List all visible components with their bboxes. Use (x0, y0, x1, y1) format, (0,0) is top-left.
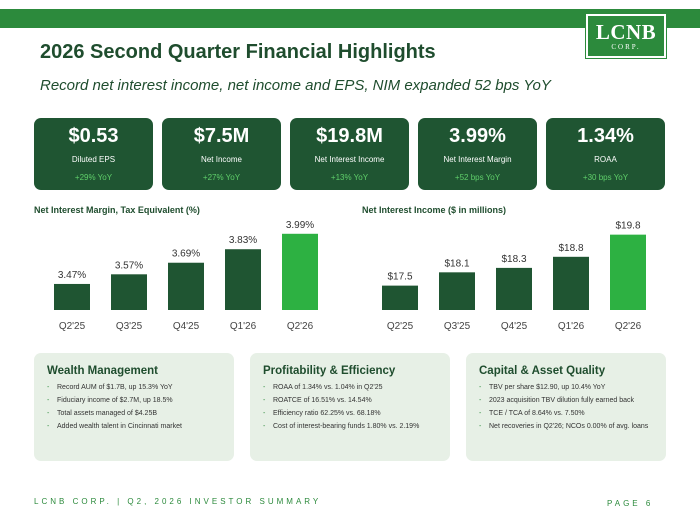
panel-title: Wealth Management (47, 365, 158, 377)
kpi-label: Net Interest Margin (443, 155, 512, 164)
bar-2 (496, 267, 532, 310)
list-item: TCE / TCA of 8.64% vs. 7.50% (479, 409, 656, 419)
data-label-4: $19.8 (615, 221, 640, 232)
kpi-card-roaa: 1.34% ROAA +30 bps YoY (546, 118, 665, 190)
kpi-card-net-income: $7.5M Net Income +27% YoY (162, 118, 281, 190)
list-item: ROAA of 1.34% vs. 1.04% in Q2'25 (263, 383, 440, 393)
category-label-4: Q2'26 (287, 321, 314, 332)
data-label-3: 3.83% (229, 235, 257, 246)
data-label-2: 3.69% (172, 249, 200, 260)
kpi-value: $7.5M (193, 125, 250, 147)
list-item: Efficiency ratio 62.25% vs. 68.18% (263, 409, 440, 419)
page-number: PAGE 6 (607, 499, 654, 508)
category-label-3: Q1'26 (230, 321, 257, 332)
panel-list: ROAA of 1.34% vs. 1.04% in Q2'25 ROATCE … (263, 383, 440, 432)
bar-0 (382, 285, 418, 310)
category-label-1: Q3'25 (116, 321, 143, 332)
kpi-value: $0.53 (68, 125, 119, 147)
kpi-value: 1.34% (577, 125, 634, 147)
data-label-2: $18.3 (501, 254, 526, 265)
kpi-change: +27% YoY (202, 173, 241, 182)
logo-subtext: CORP. (611, 42, 641, 51)
nim-chart-svg: 3.47% Q2'25 3.57% Q3'25 3.69% Q4'25 3.83% Q1'26… (54, 220, 318, 332)
nii-chart: $17.5 Q2'25 $18.1 Q3'25 $18.3 Q4'25 $18.8 Q1'26… (362, 216, 662, 338)
kpi-change: +13% YoY (330, 173, 369, 182)
kpi-card-net-interest-margin: 3.99% Net Interest Margin +52 bps YoY (418, 118, 537, 190)
category-label-1: Q3'25 (444, 321, 471, 332)
panel-wealth-management: Wealth Management Record AUM of $1.7B, u… (34, 353, 234, 461)
nim-chart: 3.47% Q2'25 3.57% Q3'25 3.69% Q4'25 3.83% Q1'26… (34, 216, 334, 338)
panel-title: Capital & Asset Quality (479, 365, 606, 377)
panel-list: Record AUM of $1.7B, up 15.3% YoY Fiduci… (47, 383, 224, 432)
data-label-1: 3.57% (115, 260, 143, 271)
kpi-card-net-interest-income: $19.8M Net Interest Income +13% YoY (290, 118, 409, 190)
data-label-4: 3.99% (286, 220, 314, 231)
page-title: 2026 Second Quarter Financial Highlights (40, 41, 436, 63)
footer-text: LCNB CORP. | Q2, 2026 INVESTOR SUMMARY (34, 497, 322, 506)
panel-title: Profitability & Efficiency (263, 365, 396, 377)
data-label-0: 3.47% (58, 270, 86, 281)
bar-4 (282, 233, 318, 310)
kpi-label: ROAA (594, 155, 617, 164)
list-item: ROATCE of 16.51% vs. 14.54% (263, 396, 440, 406)
nii-chart-svg: $17.5 Q2'25 $18.1 Q3'25 $18.3 Q4'25 $18.8 Q1'26… (382, 221, 646, 332)
logo-wordmark: LCNB (595, 19, 657, 44)
kpi-change: +30 bps YoY (582, 173, 629, 182)
category-label-0: Q2'25 (387, 321, 414, 332)
list-item: Total assets managed of $4.25B (47, 409, 224, 419)
kpi-label: Diluted EPS (71, 155, 116, 164)
bar-1 (111, 274, 147, 310)
bar-3 (553, 256, 589, 310)
list-item: Cost of interest-bearing funds 1.80% vs.… (263, 422, 440, 432)
page-subtitle: Record net interest income, net income a… (40, 77, 551, 94)
panel-capital-asset-quality: Capital & Asset Quality TBV per share $1… (466, 353, 666, 461)
list-item: Net recoveries in Q2'26; NCOs 0.00% of a… (479, 422, 656, 432)
company-logo: LCNB CORP. (585, 13, 667, 59)
kpi-change: +29% YoY (74, 173, 113, 182)
bar-1 (439, 272, 475, 310)
bar-3 (225, 249, 261, 310)
panel-list: TBV per share $12.90, up 10.4% YoY 2023 … (479, 383, 656, 432)
kpi-value: 3.99% (449, 125, 506, 147)
kpi-value: $19.8M (316, 125, 383, 147)
kpi-change: +52 bps YoY (454, 173, 501, 182)
panel-profitability-efficiency: Profitability & Efficiency ROAA of 1.34%… (250, 353, 450, 461)
nii-chart-title: Net Interest Income ($ in millions) (362, 205, 507, 215)
top-banner (0, 9, 700, 28)
data-label-1: $18.1 (444, 258, 469, 269)
kpi-label: Net Interest Income (314, 155, 385, 164)
category-label-2: Q4'25 (173, 321, 200, 332)
list-item: Added wealth talent in Cincinnati market (47, 422, 224, 432)
category-label-0: Q2'25 (59, 321, 86, 332)
kpi-card-eps: $0.53 Diluted EPS +29% YoY (34, 118, 153, 190)
data-label-3: $18.8 (558, 243, 583, 254)
data-label-0: $17.5 (387, 272, 412, 283)
category-label-3: Q1'26 (558, 321, 585, 332)
category-label-4: Q2'26 (615, 321, 642, 332)
list-item: TBV per share $12.90, up 10.4% YoY (479, 383, 656, 393)
nim-chart-title: Net Interest Margin, Tax Equivalent (%) (34, 205, 200, 215)
list-item: Fiduciary income of $2.7M, up 18.5% (47, 396, 224, 406)
bar-4 (610, 234, 646, 310)
kpi-label: Net Income (201, 155, 242, 164)
list-item: Record AUM of $1.7B, up 15.3% YoY (47, 383, 224, 393)
bar-0 (54, 283, 90, 310)
bar-2 (168, 262, 204, 310)
list-item: 2023 acquisition TBV dilution fully earn… (479, 396, 656, 406)
category-label-2: Q4'25 (501, 321, 528, 332)
